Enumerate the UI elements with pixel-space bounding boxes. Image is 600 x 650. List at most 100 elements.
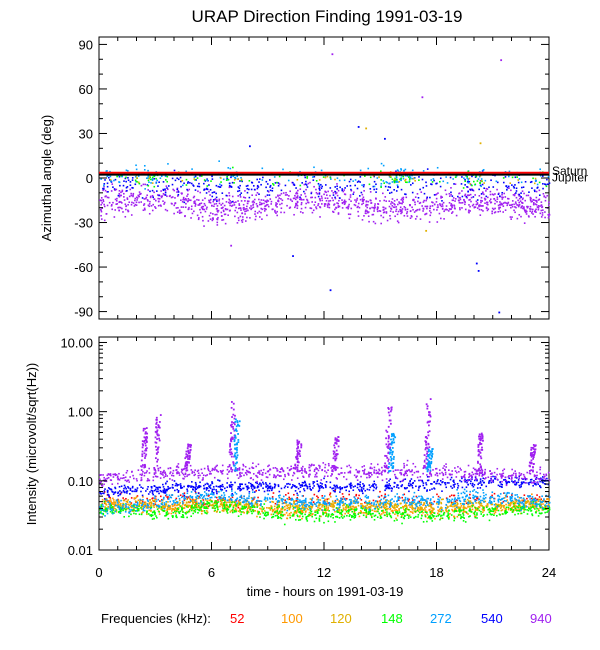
intensity-point: [363, 505, 366, 508]
intensity-point: [430, 509, 433, 512]
azimuth-point: [393, 189, 395, 191]
intensity-point: [488, 519, 491, 522]
intensity-point: [234, 499, 237, 502]
azimuth-point: [114, 198, 117, 201]
intensity-point: [161, 499, 163, 501]
intensity-point: [459, 502, 462, 505]
azimuth-point: [302, 212, 304, 214]
intensity-point: [488, 501, 490, 504]
intensity-point: [334, 502, 337, 504]
azimuth-point: [349, 178, 352, 181]
intensity-point: [235, 500, 238, 502]
azimuth-point: [231, 200, 234, 203]
azimuth-point: [212, 217, 214, 219]
intensity-point: [509, 504, 511, 507]
intensity-point: [499, 507, 502, 510]
intensity-point: [418, 495, 420, 498]
intensity-point: [209, 496, 212, 499]
intensity-point: [285, 504, 288, 507]
azimuth-outlier: [475, 262, 478, 265]
azimuth-point: [244, 190, 246, 192]
intensity-point: [197, 502, 200, 505]
intensity-point: [546, 497, 548, 500]
azimuth-point: [375, 183, 377, 186]
intensity-point: [229, 511, 232, 513]
azimuth-point: [271, 187, 274, 190]
azimuth-point: [100, 210, 103, 213]
intensity-point: [134, 497, 137, 499]
intensity-point: [267, 513, 269, 516]
azimuth-point: [441, 208, 444, 210]
azimuth-point: [525, 211, 527, 214]
intensity-point: [427, 505, 430, 507]
azimuth-point: [185, 184, 188, 186]
azimuth-point: [384, 185, 387, 188]
intensity-point: [210, 496, 213, 499]
azimuth-point: [397, 181, 399, 183]
intensity-point: [439, 515, 442, 517]
intensity-point: [352, 508, 355, 511]
intensity-point: [493, 492, 496, 495]
intensity-point: [182, 514, 185, 517]
azimuth-point: [137, 181, 140, 184]
intensity-point: [317, 496, 319, 499]
intensity-point: [384, 506, 387, 509]
intensity-point: [301, 511, 304, 514]
azimuth-point: [373, 188, 375, 191]
azimuth-point: [498, 208, 500, 210]
azimuth-point: [231, 181, 234, 184]
intensity-point: [332, 513, 335, 516]
intensity-point: [430, 503, 433, 506]
intensity-point: [133, 507, 135, 510]
azimuth-point: [373, 208, 376, 210]
azimuth-point: [109, 178, 112, 181]
intensity-point: [508, 507, 510, 510]
intensity-point: [481, 505, 484, 507]
azimuth-point: [535, 179, 537, 182]
intensity-point: [364, 495, 367, 498]
azimuth-point: [468, 211, 470, 214]
intensity-point: [364, 508, 366, 510]
intensity-point: [327, 514, 330, 517]
intensity-point: [105, 507, 108, 510]
intensity-point: [533, 497, 536, 500]
azimuth-point: [358, 206, 361, 209]
azimuth-point: [438, 212, 441, 215]
intensity-point: [230, 503, 233, 506]
azimuth-point: [422, 170, 425, 172]
azimuth-point: [547, 216, 550, 219]
azimuth-point: [496, 196, 499, 199]
intensity-point: [409, 516, 412, 518]
intensity-point: [401, 499, 404, 502]
azimuth-point: [158, 198, 161, 200]
intensity-point: [318, 503, 321, 506]
azimuth-point: [121, 207, 123, 210]
azimuth-point: [266, 214, 268, 217]
intensity-point: [510, 500, 513, 502]
intensity-point: [365, 514, 368, 517]
intensity-point: [444, 507, 447, 509]
intensity-point: [298, 501, 301, 503]
azimuth-point: [212, 218, 214, 221]
azimuth-point: [532, 203, 535, 205]
intensity-point: [365, 511, 368, 513]
intensity-point: [308, 506, 310, 508]
azimuth-point: [348, 217, 351, 220]
intensity-point: [113, 505, 116, 507]
azimuth-point: [285, 191, 287, 194]
intensity-point: [276, 510, 279, 512]
azimuth-point: [229, 167, 232, 170]
intensity-point: [165, 501, 168, 503]
intensity-point: [497, 505, 499, 507]
azimuth-point: [382, 180, 385, 182]
intensity-point: [162, 509, 165, 512]
azimuth-point: [225, 201, 228, 203]
intensity-point: [326, 509, 329, 511]
azimuth-point: [317, 203, 320, 205]
azimuth-point: [193, 202, 196, 204]
intensity-point: [351, 514, 353, 517]
azimuth-point: [392, 206, 395, 208]
intensity-point: [420, 499, 422, 502]
intensity-point: [402, 512, 405, 515]
azimuth-point: [502, 205, 505, 207]
